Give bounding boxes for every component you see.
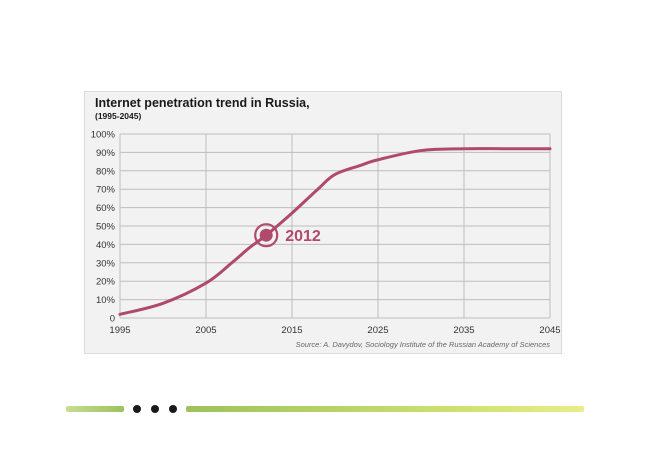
y-tick-label: 50% xyxy=(96,222,116,233)
chart-panel xyxy=(84,91,562,354)
highlight-point xyxy=(259,228,273,242)
footer-dot-2 xyxy=(151,405,159,413)
footer-dot-1 xyxy=(133,405,141,413)
highlight-label: 2012 xyxy=(285,228,321,245)
y-tick-label: 30% xyxy=(96,258,116,269)
y-tick-label: 10% xyxy=(96,295,116,306)
source-note: Source: A. Davydov, Sociology Institute … xyxy=(295,340,550,349)
x-tick-label: 2035 xyxy=(453,325,474,336)
chart-subtitle: (1995-2045) xyxy=(95,111,142,121)
y-tick-label: 40% xyxy=(96,240,116,251)
y-tick-label: 70% xyxy=(96,185,116,196)
highlight-ring xyxy=(254,223,279,248)
y-tick-label: 60% xyxy=(96,203,116,214)
chart-title: Internet penetration trend in Russia, xyxy=(95,96,310,110)
y-tick-label: 0 xyxy=(110,314,115,325)
x-tick-label: 2005 xyxy=(195,325,216,336)
series-line xyxy=(118,147,552,316)
y-tick-label: 80% xyxy=(96,166,116,177)
grid-lines xyxy=(119,133,551,319)
footer-dot-3 xyxy=(169,405,177,413)
x-tick-label: 2015 xyxy=(281,325,302,336)
x-tick-label: 1995 xyxy=(109,325,130,336)
y-tick-label: 100% xyxy=(91,130,116,141)
series-layer xyxy=(118,147,552,316)
x-tick-label: 2025 xyxy=(367,325,388,336)
y-tick-label: 90% xyxy=(96,148,116,159)
axis-ticks: 0 10% 20% 30% 40% 50% 60% 70% 80% 90% 100% 1995 2005… xyxy=(91,130,561,337)
footer-bar-right xyxy=(186,406,584,412)
footer-bar-left xyxy=(66,406,124,412)
x-tick-label: 2045 xyxy=(539,325,560,336)
y-tick-label: 20% xyxy=(96,277,116,288)
highlight-layer: 2012 xyxy=(254,223,321,248)
